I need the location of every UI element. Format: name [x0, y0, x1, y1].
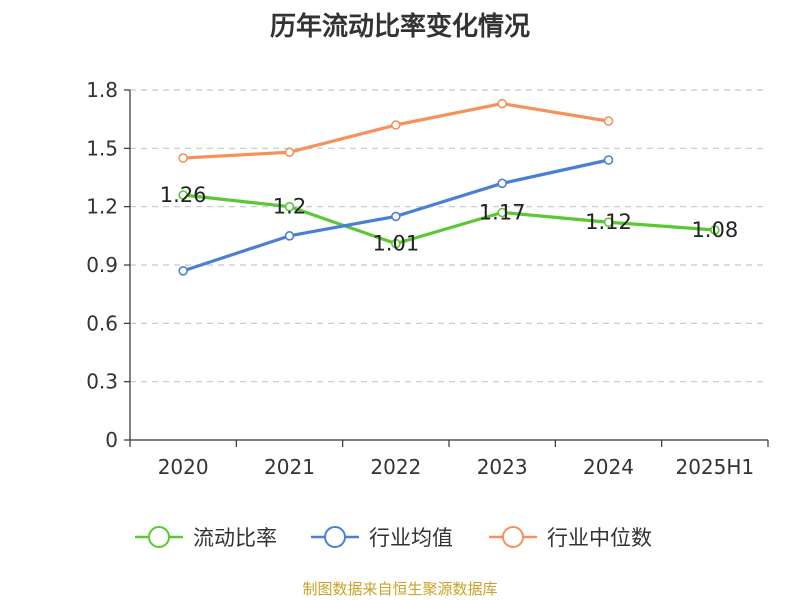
data-point[interactable]	[178, 190, 188, 200]
legend-label: 行业中位数	[547, 526, 652, 550]
data-point[interactable]	[284, 231, 295, 241]
y-tick-label: 1.5	[86, 136, 118, 160]
legend-item-0[interactable]: 流动比率	[135, 526, 277, 550]
series-line-0	[182, 193, 715, 246]
y-tick-label: 1.2	[86, 195, 118, 219]
legend-item-1[interactable]: 行业均值	[311, 526, 453, 550]
series-lines	[178, 98, 720, 276]
y-tick-label: 0	[105, 428, 118, 452]
legend-swatch-marker	[148, 526, 170, 548]
data-label: 1.08	[691, 218, 738, 242]
data-point[interactable]	[284, 201, 295, 212]
y-tick-label: 0.9	[86, 253, 118, 277]
data-point[interactable]	[603, 116, 614, 126]
data-point[interactable]	[497, 98, 507, 109]
data-label: 1.01	[372, 232, 419, 256]
data-point[interactable]	[391, 238, 401, 249]
data-point[interactable]	[603, 217, 614, 228]
grid-lines	[130, 89, 768, 383]
y-tick-label: 0.3	[86, 370, 118, 394]
data-point[interactable]	[391, 211, 401, 222]
legend-label: 流动比率	[193, 526, 277, 550]
x-tick-label: 2024	[583, 455, 634, 479]
data-point[interactable]	[178, 266, 188, 276]
source-note: 制图数据来自恒生聚源数据库	[302, 580, 498, 598]
legend-swatch-marker	[502, 526, 524, 548]
data-point[interactable]	[284, 147, 295, 158]
y-tick-label: 1.8	[86, 78, 118, 102]
x-tick-label: 2023	[477, 455, 528, 479]
data-point[interactable]	[710, 225, 720, 235]
data-label: 1.2	[273, 195, 306, 219]
data-labels: 1.26 1.2 1.01 1.17 1.12 1.08	[160, 183, 738, 256]
x-tick-label: 2021	[264, 455, 315, 479]
x-tick-label: 2020	[158, 455, 209, 479]
data-point[interactable]	[603, 155, 614, 165]
data-label: 1.17	[479, 201, 526, 225]
axes: 0 0.3 0.6 0.9 1.2 1.5 1.8 2020 2021 2022 2023 2024 2…	[86, 78, 769, 479]
data-point[interactable]	[178, 153, 188, 163]
legend-item-2[interactable]: 行业中位数	[489, 526, 652, 550]
series-line-2	[183, 102, 609, 160]
x-tick-label: 2025H1	[675, 455, 754, 479]
legend-swatch-marker	[324, 526, 346, 548]
data-point[interactable]	[497, 178, 507, 189]
data-point[interactable]	[497, 207, 507, 218]
chart-title: 历年流动比率变化情况	[269, 12, 530, 42]
data-label: 1.12	[585, 210, 632, 234]
x-tick-label: 2022	[370, 455, 421, 479]
data-point[interactable]	[391, 120, 401, 130]
legend[interactable]: 流动比率 行业均值 行业中位数	[135, 526, 652, 550]
data-label: 1.26	[160, 183, 207, 207]
legend-label: 行业均值	[369, 526, 453, 550]
y-tick-label: 0.6	[86, 311, 118, 335]
